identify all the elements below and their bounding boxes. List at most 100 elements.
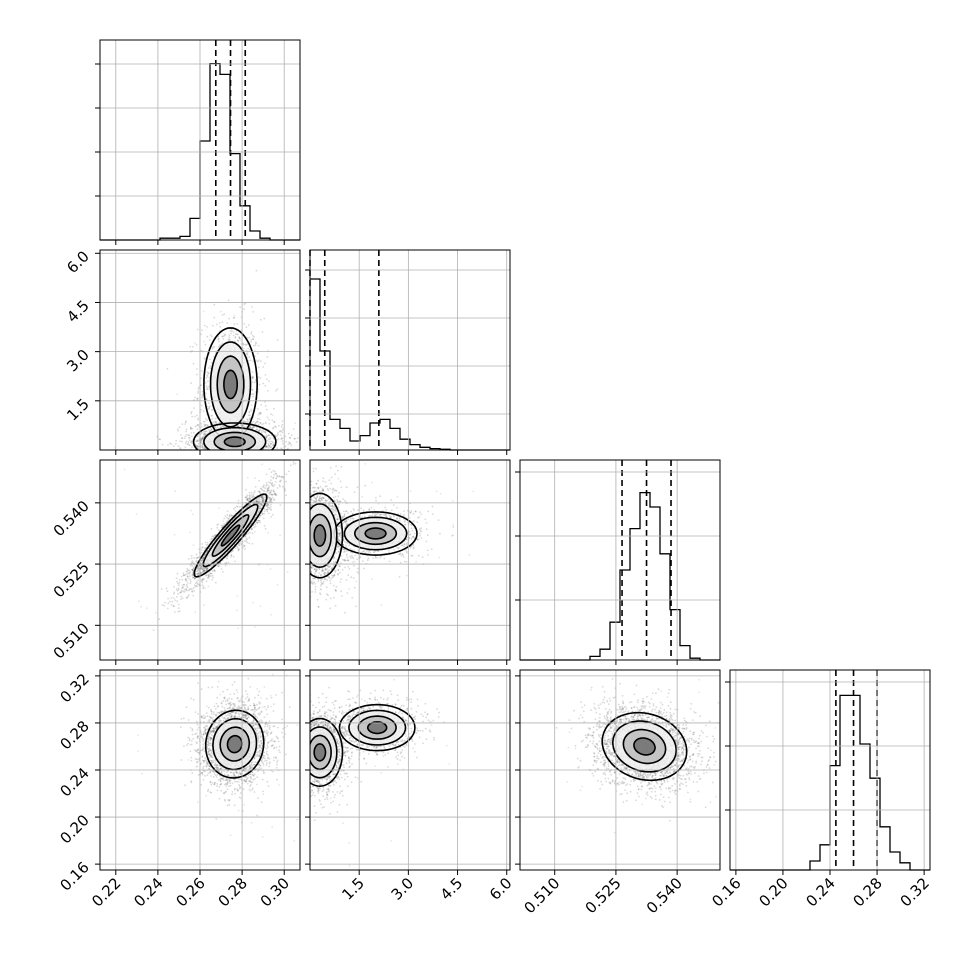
scatter-point-outlier: [205, 464, 207, 466]
scatter-point: [262, 497, 264, 500]
scatter-point: [272, 427, 274, 430]
scatter-point: [203, 556, 205, 559]
scatter-point: [281, 437, 284, 440]
scatter-point: [250, 455, 252, 457]
scatter-point: [196, 445, 199, 448]
scatter-point: [258, 453, 260, 455]
scatter-point: [226, 520, 228, 523]
scatter-point: [289, 442, 292, 445]
scatter-point: [267, 444, 270, 447]
scatter-point: [205, 544, 208, 546]
scatter-point: [274, 493, 277, 496]
scatter-point-outlier: [294, 422, 296, 425]
scatter-point: [216, 323, 218, 326]
scatter-point: [210, 361, 213, 364]
scatter-point: [250, 528, 253, 531]
scatter-point: [189, 455, 191, 457]
scatter-point: [205, 453, 207, 455]
scatter-point: [211, 535, 214, 538]
scatter-point: [211, 417, 214, 420]
scatter-point: [213, 316, 216, 319]
scatter-point: [266, 434, 269, 437]
scatter-point: [250, 451, 252, 453]
scatter-point: [197, 579, 199, 582]
scatter-point: [228, 334, 231, 337]
scatter-point: [248, 336, 251, 339]
scatter-point: [288, 442, 291, 444]
scatter-point: [264, 431, 266, 434]
scatter-point: [226, 457, 228, 459]
scatter-point: [227, 463, 229, 465]
scatter-point: [207, 575, 210, 577]
scatter-point: [244, 455, 246, 457]
scatter-point: [253, 470, 255, 472]
scatter-point: [246, 418, 249, 420]
scatter-point: [191, 560, 194, 562]
scatter-point: [259, 465, 261, 467]
scatter-point: [184, 452, 186, 454]
scatter-point: [274, 434, 277, 437]
scatter-point: [237, 451, 239, 453]
scatter-point: [242, 347, 245, 350]
scatter-point: [254, 455, 256, 457]
scatter-point: [197, 417, 200, 420]
scatter-point: [189, 564, 192, 567]
scatter-point: [204, 547, 206, 550]
scatter-point: [260, 453, 262, 455]
scatter-point: [268, 422, 271, 425]
scatter-point: [233, 455, 235, 457]
scatter-point: [239, 505, 241, 508]
scatter-point: [261, 496, 264, 498]
scatter-point: [211, 452, 213, 454]
scatter-point: [246, 454, 248, 456]
scatter-point: [267, 506, 269, 508]
scatter-point: [200, 564, 203, 567]
scatter-point: [212, 456, 214, 458]
scatter-point: [252, 311, 255, 313]
scatter-point: [252, 393, 255, 395]
scatter-point: [264, 362, 266, 365]
scatter-point: [233, 451, 235, 453]
scatter-point: [258, 418, 261, 421]
scatter-point: [262, 454, 264, 456]
scatter-point: [204, 453, 206, 455]
scatter-point: [187, 595, 190, 598]
scatter-point: [254, 516, 256, 519]
scatter-point: [180, 591, 182, 594]
scatter-point: [211, 574, 214, 577]
scatter-point: [200, 408, 202, 411]
scatter-point: [223, 426, 226, 428]
scatter-point: [217, 345, 220, 348]
scatter-point: [259, 505, 261, 508]
scatter-point: [181, 437, 183, 440]
scatter-point: [259, 521, 261, 524]
scatter-point: [174, 599, 177, 601]
scatter-point: [194, 582, 197, 585]
scatter-point: [232, 451, 234, 453]
scatter-point: [257, 519, 259, 522]
scatter-point: [196, 573, 199, 575]
scatter-point: [208, 407, 211, 410]
scatter-point: [251, 376, 254, 379]
scatter-point: [257, 466, 259, 468]
scatter-point: [197, 386, 200, 389]
scatter-point: [270, 471, 273, 474]
scatter-point: [206, 549, 209, 552]
scatter-point: [221, 335, 223, 338]
scatter-point: [203, 578, 205, 580]
scatter-point: [255, 499, 257, 502]
scatter-point: [205, 433, 208, 435]
scatter-point: [269, 482, 272, 484]
scatter-point: [262, 499, 265, 502]
scatter-point: [200, 579, 203, 581]
scatter-point-outlier: [233, 314, 236, 317]
scatter-point: [179, 447, 181, 449]
scatter-point: [299, 458, 301, 460]
scatter-point-outlier: [218, 476, 220, 478]
scatter-point-outlier: [258, 247, 260, 249]
scatter-point: [242, 342, 245, 345]
scatter-point: [263, 512, 266, 515]
scatter-point: [251, 376, 254, 378]
scatter-point: [198, 466, 200, 468]
scatter-point: [234, 336, 237, 338]
